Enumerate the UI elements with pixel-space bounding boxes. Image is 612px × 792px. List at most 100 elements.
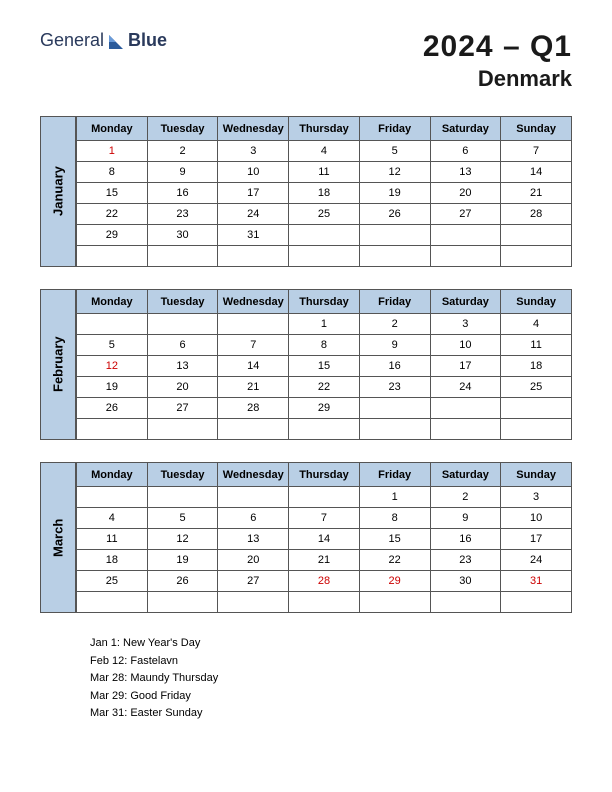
table-row: 45678910 [77,508,572,529]
holidays-list: Jan 1: New Year's DayFeb 12: FastelavnMa… [40,635,572,723]
day-cell: 13 [218,529,289,550]
day-cell: 17 [430,356,501,377]
day-header: Wednesday [218,117,289,141]
day-cell: 28 [218,398,289,419]
day-cell: 24 [430,377,501,398]
day-header: Friday [359,290,430,314]
day-cell: 3 [218,141,289,162]
day-header: Friday [359,117,430,141]
day-cell [147,314,218,335]
day-cell: 24 [501,550,572,571]
day-header: Sunday [501,290,572,314]
day-cell: 3 [430,314,501,335]
logo-text-2: Blue [128,30,167,51]
month-label: January [40,116,76,267]
day-cell: 27 [218,571,289,592]
day-cell: 2 [359,314,430,335]
day-cell: 11 [501,335,572,356]
day-cell [430,398,501,419]
day-cell [501,398,572,419]
day-cell: 30 [147,225,218,246]
day-cell: 23 [359,377,430,398]
day-cell: 8 [77,162,148,183]
table-row: 22232425262728 [77,204,572,225]
day-cell: 6 [218,508,289,529]
day-cell [147,246,218,267]
day-cell [77,487,148,508]
table-row: 1234 [77,314,572,335]
day-header: Tuesday [147,463,218,487]
day-cell: 14 [501,162,572,183]
day-cell [501,246,572,267]
day-cell: 13 [430,162,501,183]
day-cell: 2 [147,141,218,162]
day-cell [501,225,572,246]
day-cell: 9 [430,508,501,529]
day-cell [359,398,430,419]
day-cell [430,225,501,246]
day-cell [218,246,289,267]
day-cell: 14 [289,529,360,550]
day-cell [218,592,289,613]
day-cell: 2 [430,487,501,508]
day-header: Friday [359,463,430,487]
day-cell: 20 [218,550,289,571]
day-cell: 16 [359,356,430,377]
day-cell: 19 [359,183,430,204]
day-header: Thursday [289,117,360,141]
day-cell: 7 [289,508,360,529]
table-row: 123 [77,487,572,508]
day-cell [218,487,289,508]
day-header: Wednesday [218,290,289,314]
day-header: Monday [77,463,148,487]
month-label: February [40,289,76,440]
day-cell: 15 [359,529,430,550]
year-quarter: 2024 – Q1 [423,30,572,64]
day-cell: 10 [501,508,572,529]
day-cell: 9 [359,335,430,356]
day-cell: 6 [430,141,501,162]
table-row: 891011121314 [77,162,572,183]
month-block: FebruaryMondayTuesdayWednesdayThursdayFr… [40,289,572,440]
day-cell [430,419,501,440]
day-cell: 3 [501,487,572,508]
day-cell: 14 [218,356,289,377]
table-row: 18192021222324 [77,550,572,571]
day-cell [77,592,148,613]
day-cell [77,246,148,267]
day-cell [359,592,430,613]
day-cell [147,592,218,613]
day-cell [147,487,218,508]
day-cell [77,314,148,335]
month-label: March [40,462,76,613]
logo-triangle-icon [108,32,126,50]
day-cell: 25 [501,377,572,398]
holiday-item: Feb 12: Fastelavn [90,653,572,671]
day-cell: 5 [147,508,218,529]
day-header: Sunday [501,463,572,487]
table-row: 15161718192021 [77,183,572,204]
day-cell: 25 [289,204,360,225]
day-header: Sunday [501,117,572,141]
table-row: 567891011 [77,335,572,356]
day-header: Thursday [289,463,360,487]
day-cell: 23 [430,550,501,571]
day-cell [218,419,289,440]
day-cell: 18 [77,550,148,571]
day-cell: 29 [77,225,148,246]
day-header: Wednesday [218,463,289,487]
day-cell: 11 [77,529,148,550]
day-cell: 17 [218,183,289,204]
day-cell: 4 [501,314,572,335]
day-cell: 26 [147,571,218,592]
month-block: JanuaryMondayTuesdayWednesdayThursdayFri… [40,116,572,267]
day-cell [289,225,360,246]
day-cell: 17 [501,529,572,550]
day-cell: 18 [501,356,572,377]
day-cell: 8 [359,508,430,529]
day-cell: 10 [218,162,289,183]
day-cell: 28 [501,204,572,225]
day-header: Monday [77,290,148,314]
month-block: MarchMondayTuesdayWednesdayThursdayFrida… [40,462,572,613]
day-cell: 9 [147,162,218,183]
